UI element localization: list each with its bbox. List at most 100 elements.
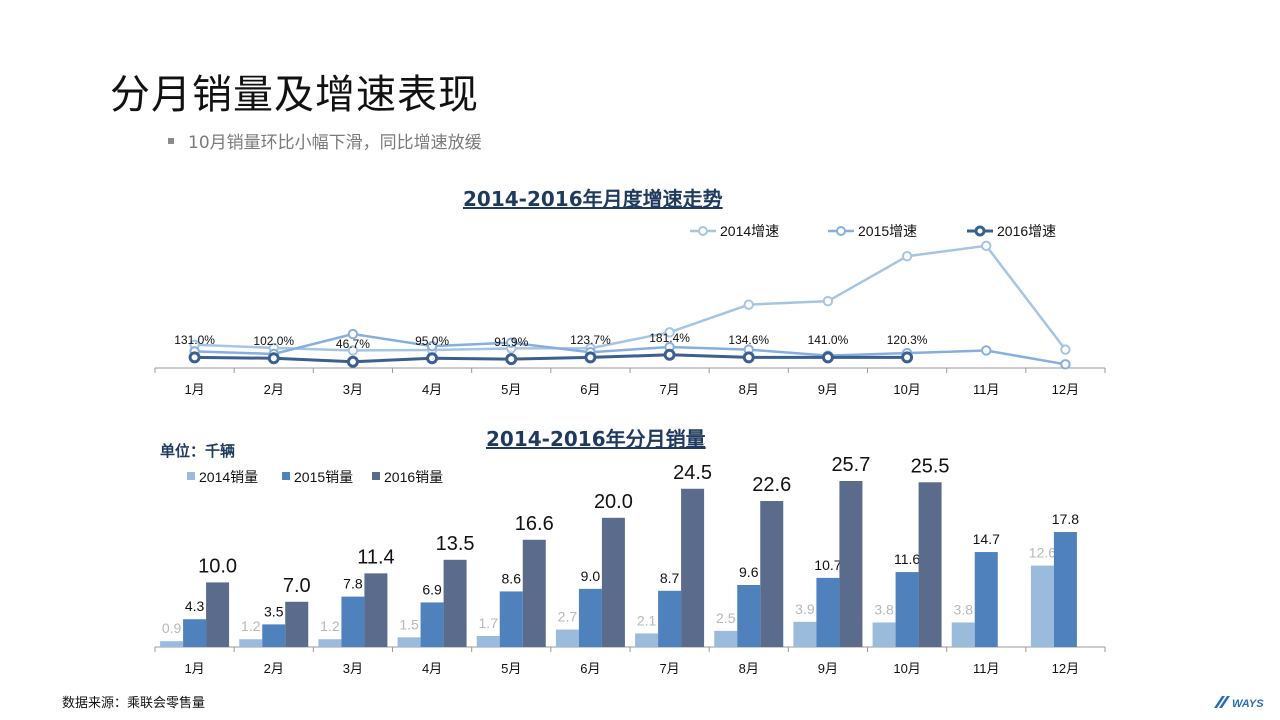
bar-2016销量 <box>522 539 546 647</box>
line-data-label: 95.0% <box>415 334 449 348</box>
subtitle-bullet: 10月销量环比小幅下滑，同比增速放缓 <box>168 128 482 153</box>
page-title: 分月销量及增速表现 <box>110 72 479 118</box>
bar-chart-x-tick-label: 2月 <box>264 661 284 676</box>
line-data-label: 91.9% <box>494 335 528 349</box>
bar-chart-x-tick-label: 12月 <box>1052 661 1079 676</box>
bar-2015销量 <box>1053 532 1077 647</box>
bar-2014销量 <box>714 630 738 647</box>
bar-data-label: 4.3 <box>185 598 205 614</box>
bar-2015销量 <box>816 577 840 647</box>
line-point <box>742 351 755 364</box>
bar-2015销量 <box>420 602 444 647</box>
bar-legend-label: 2016销量 <box>384 469 443 485</box>
bar-chart-x-tick-label: 7月 <box>659 661 679 676</box>
line-series-2014 <box>194 244 1067 352</box>
line-legend-label: 2014增速 <box>720 223 779 239</box>
bar-2014销量 <box>555 629 579 647</box>
bar-2015销量 <box>737 584 761 647</box>
bar-2015销量 <box>262 624 286 647</box>
line-point <box>426 352 439 365</box>
bar-data-label: 0.9 <box>162 620 182 636</box>
bar-data-label: 24.5 <box>673 462 712 484</box>
line-point <box>505 353 518 366</box>
bar-data-label: 14.7 <box>973 531 1000 547</box>
line-chart-x-tick-label: 12月 <box>1052 382 1079 397</box>
bar-data-label: 9.6 <box>739 564 759 580</box>
line-point <box>901 351 914 364</box>
bar-data-label: 22.6 <box>752 474 791 496</box>
ways-logo: WAYS <box>1214 696 1264 710</box>
line-chart-x-tick-label: 2月 <box>264 382 284 397</box>
line-data-label: 120.3% <box>887 333 928 347</box>
bar-data-label: 8.7 <box>660 570 680 586</box>
bar-chart-x-tick-label: 8月 <box>739 661 759 676</box>
line-point <box>267 352 280 365</box>
bar-2014销量 <box>1030 565 1054 647</box>
bar-data-label: 25.7 <box>831 454 870 476</box>
line-chart-x-tick-label: 5月 <box>501 382 521 397</box>
bar-data-label: 12.6 <box>1029 545 1056 561</box>
bar-legend-swatch <box>372 472 380 480</box>
line-data-label: 141.0% <box>808 333 849 347</box>
bar-2014销量 <box>793 621 817 647</box>
line-point <box>743 299 754 310</box>
line-point <box>981 345 992 356</box>
line-chart-x-tick-label: 4月 <box>422 382 442 397</box>
bar-2014销量 <box>635 633 659 647</box>
bar-chart-x-tick-label: 4月 <box>422 661 442 676</box>
line-chart-x-tick-label: 1月 <box>184 382 204 397</box>
bar-2015销量 <box>578 588 602 647</box>
bar-data-label: 1.2 <box>320 618 340 634</box>
line-chart-x-tick-label: 6月 <box>580 382 600 397</box>
line-chart-x-tick-label: 3月 <box>343 382 363 397</box>
line-point <box>664 327 675 338</box>
bar-data-label: 11.6 <box>894 551 920 567</box>
bar-legend-label: 2014销量 <box>199 469 258 485</box>
bar-2015销量 <box>499 591 523 647</box>
bar-data-label: 9.0 <box>581 568 601 584</box>
bar-legend-swatch <box>282 472 290 480</box>
bar-data-label: 3.8 <box>874 601 894 617</box>
line-point <box>426 340 438 352</box>
bar-data-label: 10.7 <box>814 557 841 573</box>
line-point <box>506 337 517 348</box>
bar-2016销量 <box>364 573 388 647</box>
bar-data-label: 17.8 <box>1052 511 1079 527</box>
bar-2016销量 <box>839 481 863 647</box>
bar-data-label: 11.4 <box>357 546 394 568</box>
line-point <box>188 351 201 364</box>
bar-data-label: 8.6 <box>502 570 522 586</box>
line-data-label: 46.7% <box>336 337 370 351</box>
bar-2016销量 <box>601 517 625 647</box>
bar-2014销量 <box>160 641 184 647</box>
bar-data-label: 16.6 <box>515 513 554 535</box>
bar-2014销量 <box>318 639 342 647</box>
line-point <box>901 251 913 262</box>
line-point <box>822 295 834 307</box>
line-legend-label: 2016增速 <box>997 223 1056 239</box>
bar-data-label: 3.9 <box>795 601 815 617</box>
bar-data-label: 1.5 <box>399 616 419 632</box>
bar-2016销量 <box>760 501 784 647</box>
line-point <box>1060 359 1071 370</box>
bar-data-label: 25.5 <box>911 455 950 477</box>
line-chart-x-tick-label: 9月 <box>818 382 838 397</box>
bar-chart-x-tick-label: 10月 <box>893 661 920 676</box>
bar-data-label: 1.2 <box>241 618 261 634</box>
bar-data-label: 10.0 <box>198 555 237 577</box>
bar-2016销量 <box>918 482 942 647</box>
line-data-label: 134.6% <box>728 333 769 347</box>
line-point <box>663 348 676 361</box>
bar-data-label: 6.9 <box>422 581 442 597</box>
line-legend-marker <box>974 225 986 237</box>
line-chart-x-tick-label: 11月 <box>973 382 1000 397</box>
bar-data-label: 2.7 <box>558 609 578 625</box>
bar-data-label: 3.5 <box>264 603 284 619</box>
line-point <box>347 328 359 340</box>
line-point <box>346 355 359 368</box>
bar-2015销量 <box>895 572 919 647</box>
bar-2015销量 <box>658 590 682 647</box>
bar-chart-x-tick-label: 5月 <box>501 661 521 676</box>
bar-chart-x-tick-label: 1月 <box>184 661 204 676</box>
line-chart-x-tick-label: 10月 <box>893 382 920 397</box>
